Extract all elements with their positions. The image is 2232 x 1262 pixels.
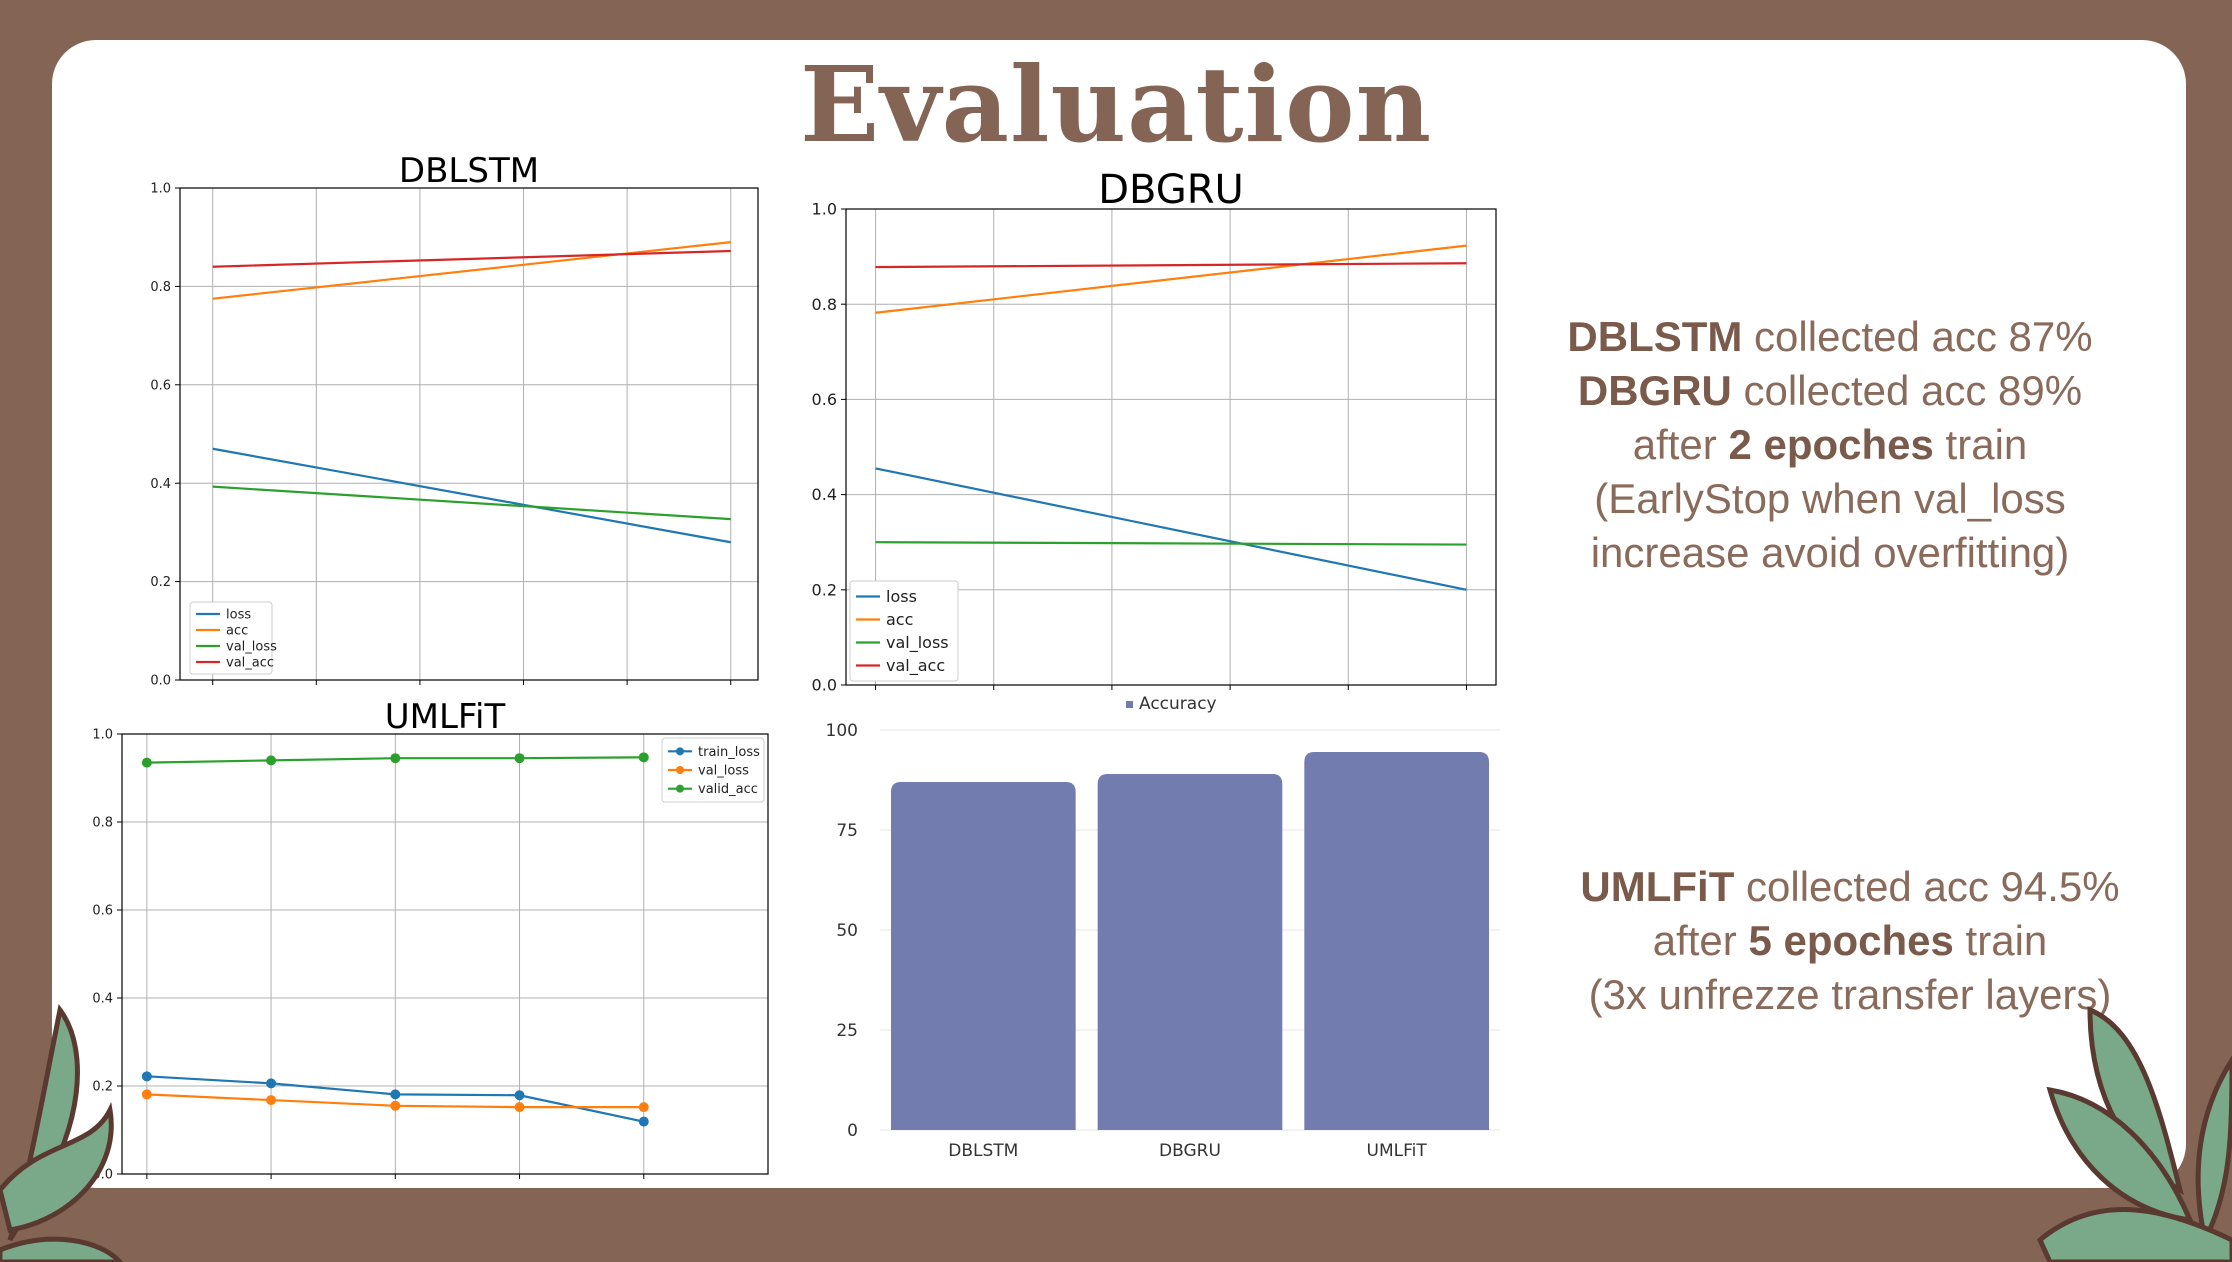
y-tick-label: 0.4: [150, 477, 171, 492]
legend-label: val_loss: [698, 764, 749, 779]
series-point-train_loss: [514, 1090, 525, 1101]
plot-frame: [179, 187, 759, 681]
plot-frame: [121, 733, 769, 1175]
series-line-loss: [212, 447, 731, 544]
umlfit-chart: UMLFiT0.00.20.40.60.81.0train_lossval_lo…: [92, 697, 769, 1183]
legend-box: [189, 601, 273, 675]
series-point-train_loss: [266, 1078, 277, 1089]
y-tick-label: 0.2: [150, 575, 171, 590]
legend-swatch: [1126, 701, 1133, 708]
series-line-acc: [212, 241, 731, 300]
series-point-val_loss: [266, 1095, 277, 1106]
legend-marker: [676, 784, 684, 793]
y-tick-label: 0.8: [92, 816, 113, 831]
y-tick-label: 0.6: [92, 904, 113, 919]
note-bottom: UMLFiT collected acc 94.5% after 5 epoch…: [1500, 860, 2200, 1022]
legend-label: val_loss: [226, 640, 277, 655]
dbgru-chart: DBGRU 0.0 0.2 0.4 0.6 0.8 1.0 loss acc val_lossva…: [812, 167, 1497, 695]
note-top-line2: DBGRU collected acc 89%: [1577, 367, 2083, 414]
y-tick-label: 0.0: [812, 676, 837, 695]
series-point-train_loss: [390, 1089, 401, 1100]
chart-title: DBLSTM: [399, 151, 539, 191]
y-tick-label: 75: [836, 821, 858, 841]
y-tick-label: 0.0: [150, 674, 171, 689]
y-tick-label: 1.0: [812, 200, 837, 219]
series-line-val_acc: [212, 249, 731, 268]
leaf-decoration-left-icon: [0, 1004, 124, 1262]
accuracy-bar-chart: Accuracy 0 25 50 75 100 DBLSTM DBGRU UMLFiT: [826, 694, 1500, 1161]
note-top-line1: DBLSTM collected acc 87%: [1567, 313, 2093, 360]
series-point-val_loss: [514, 1102, 525, 1113]
chart-title: DBGRU: [1098, 167, 1244, 213]
leaf-decoration-right-icon: [2036, 1006, 2232, 1262]
slide-title: Evaluation: [799, 43, 1433, 166]
note-bottom-line2: after 5 epoches train: [1652, 917, 2048, 964]
y-tick-label: 0.6: [812, 390, 837, 409]
series-line-loss: [875, 467, 1467, 591]
series-line-val_acc: [875, 262, 1467, 269]
legend-label: val_acc: [226, 656, 274, 671]
series-point-train_loss: [141, 1071, 152, 1082]
legend-label: loss: [226, 608, 251, 623]
legend-label: val_acc: [886, 656, 945, 676]
y-tick-label: 0.6: [150, 378, 171, 393]
x-tick-label: DBGRU: [1159, 1141, 1221, 1161]
y-tick-label: 0.4: [92, 992, 113, 1007]
series-point-valid_acc: [266, 755, 277, 766]
legend-marker: [676, 766, 684, 774]
note-top: DBLSTM collected acc 87% DBGRU collected…: [1500, 310, 2160, 580]
legend-marker: [676, 747, 684, 756]
chart-title: UMLFiT: [385, 697, 506, 737]
y-tick-label: 0.8: [150, 280, 171, 295]
y-tick-label: 100: [826, 721, 858, 741]
bar-UMLFiT: [1304, 752, 1489, 1130]
series-point-valid_acc: [638, 752, 649, 763]
legend-label: loss: [886, 587, 917, 606]
note-top-line4: (EarlyStop when val_loss: [1594, 475, 2066, 522]
note-top-line5: increase avoid overfitting): [1590, 529, 2070, 576]
x-tick-label: UMLFiT: [1367, 1141, 1428, 1161]
note-bottom-line3: (3x unfrezze transfer layers): [1588, 971, 2112, 1018]
note-top-line3: after 2 epoches train: [1632, 421, 2028, 468]
y-tick-label: 0.4: [812, 485, 837, 504]
series-line-acc: [875, 244, 1467, 314]
y-tick-label: 50: [836, 921, 858, 941]
y-tick-label: 25: [836, 1021, 858, 1041]
legend-label: acc: [886, 610, 913, 629]
legend-box: [849, 580, 959, 682]
y-tick-label: 1.0: [92, 728, 113, 743]
series-line-val_loss: [212, 485, 731, 521]
plot-frame: [845, 208, 1497, 686]
series-point-valid_acc: [141, 757, 152, 768]
dblstm-chart: DBLSTM 0.0 0.2 0.4 0.6 0.8 1.0 lossaccval_lossv…: [150, 151, 759, 689]
legend-label: val_loss: [886, 633, 949, 653]
legend-label: valid_acc: [698, 782, 758, 797]
bar-DBLSTM: [891, 782, 1076, 1130]
legend-label: acc: [226, 624, 248, 639]
series-point-val_loss: [638, 1102, 649, 1113]
y-tick-label: 0.8: [812, 295, 837, 314]
series-point-valid_acc: [390, 753, 401, 764]
legend-label: train_loss: [698, 745, 760, 760]
y-tick-label: 0: [847, 1121, 858, 1141]
series-point-valid_acc: [514, 753, 525, 764]
y-tick-label: 0.2: [812, 580, 837, 599]
x-tick-label: DBLSTM: [948, 1141, 1018, 1161]
y-tick-label: 1.0: [150, 182, 171, 197]
legend-label: Accuracy: [1139, 694, 1217, 714]
note-bottom-line1: UMLFiT collected acc 94.5%: [1580, 863, 2120, 910]
series-point-val_loss: [141, 1089, 152, 1100]
legend-box: [661, 737, 765, 803]
y-tick-label: 0.2: [92, 1080, 113, 1095]
bar-DBGRU: [1097, 774, 1283, 1130]
series-point-train_loss: [638, 1116, 649, 1127]
series-point-val_loss: [390, 1100, 401, 1111]
series-line-val_loss: [875, 541, 1467, 546]
